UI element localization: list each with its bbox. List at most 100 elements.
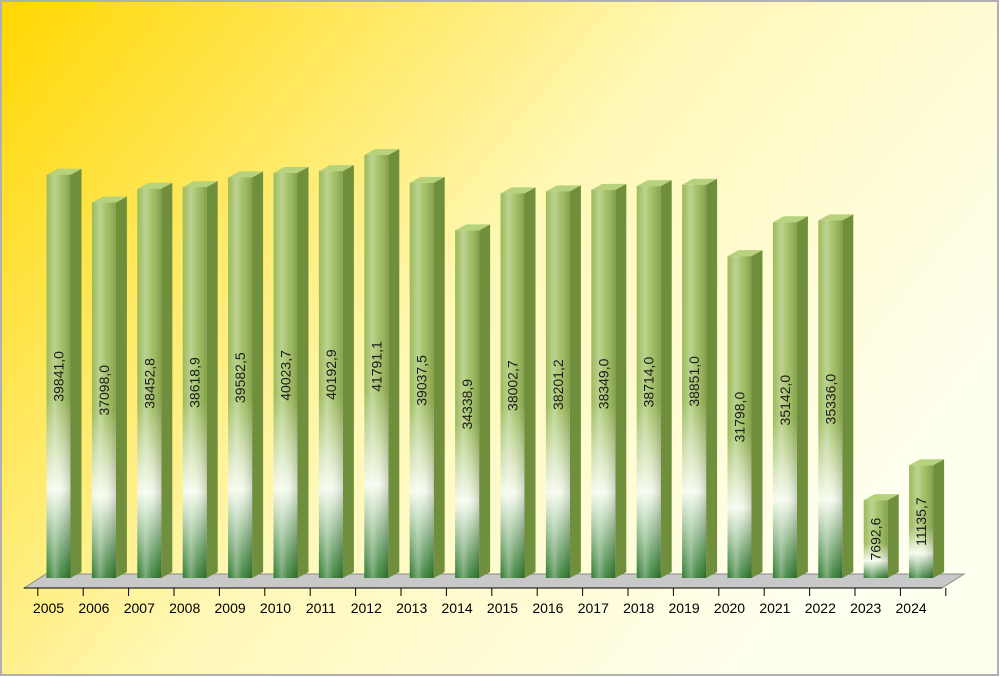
bar-side <box>933 459 945 578</box>
bar-value-label: 41791,1 <box>368 341 384 392</box>
x-tick-label: 2021 <box>759 600 790 616</box>
bar-side <box>842 214 854 579</box>
bar-shine <box>91 202 116 578</box>
bar-shine <box>228 177 253 578</box>
bar-2018: 38714,0 <box>636 180 672 579</box>
bar-value-label: 35142,0 <box>777 375 793 426</box>
bar-top <box>545 185 581 192</box>
x-tick-label: 2018 <box>623 600 654 616</box>
bar-value-label: 38714,0 <box>641 357 657 408</box>
x-tick-label: 2016 <box>532 600 563 616</box>
bar-value-label: 38349,0 <box>595 358 611 409</box>
bar-shine <box>591 189 616 578</box>
bar-shine <box>273 172 298 578</box>
bar-top <box>318 165 354 172</box>
bar-side <box>252 171 264 578</box>
bar-shine <box>364 155 389 578</box>
bar-shine <box>727 256 752 578</box>
bar-side <box>569 185 581 578</box>
bar-side <box>297 166 309 578</box>
bar-side <box>342 165 354 578</box>
bar-shine <box>682 184 707 578</box>
bar-side <box>660 180 672 579</box>
bar-value-label: 38201,2 <box>550 359 566 410</box>
bar-shine <box>46 174 71 578</box>
bar-top <box>409 176 445 183</box>
bar-value-label: 31798,0 <box>732 392 748 443</box>
bar-2017: 38349,0 <box>591 183 627 578</box>
x-tick-label: 2013 <box>396 600 427 616</box>
bar-2005: 39841,0 <box>46 168 82 578</box>
bar-side <box>615 183 627 578</box>
x-tick-label: 2011 <box>306 600 336 616</box>
bar-value-label: 37098,0 <box>96 365 112 416</box>
x-tick-label: 2007 <box>124 600 155 616</box>
x-tick-label: 2014 <box>442 600 473 616</box>
x-tick-label: 2023 <box>850 600 881 616</box>
x-tick-label: 2005 <box>33 600 64 616</box>
bar-value-label: 40192,9 <box>323 349 339 400</box>
bar-value-label: 35336,0 <box>822 374 838 425</box>
bar-shine <box>772 222 797 579</box>
bar-shine <box>455 230 480 578</box>
x-tick-label: 2008 <box>169 600 200 616</box>
bar-top <box>772 216 808 223</box>
bar-top <box>727 250 763 257</box>
bar-2014: 34338,9 <box>455 224 491 578</box>
bar-2023: 7692,6 <box>863 494 899 578</box>
bar-value-label: 7692,6 <box>868 517 884 560</box>
bar-top <box>46 168 82 175</box>
bar-value-label: 38452,8 <box>141 358 157 409</box>
x-tick-label: 2010 <box>260 600 291 616</box>
bar-value-label: 38002,7 <box>505 360 521 411</box>
x-tick-label: 2022 <box>805 600 836 616</box>
bar-2007: 38452,8 <box>137 182 173 579</box>
bar-2020: 31798,0 <box>727 250 763 578</box>
bar-top <box>137 182 173 189</box>
bar-shine <box>863 500 888 578</box>
bar-shine <box>500 193 525 578</box>
bar-side <box>524 187 536 578</box>
bar-2016: 38201,2 <box>545 185 581 578</box>
bar-shine <box>182 187 207 579</box>
bar-value-label: 38618,9 <box>187 357 203 408</box>
x-tick-label: 2017 <box>578 600 609 616</box>
x-tick-label: 2020 <box>714 600 745 616</box>
bar-top <box>818 214 854 221</box>
bar-top <box>500 187 536 194</box>
bar-2021: 35142,0 <box>772 216 808 579</box>
bar-2006: 37098,0 <box>91 196 127 578</box>
bar-side <box>433 176 445 578</box>
bar-top <box>182 181 218 188</box>
bar-side <box>115 196 127 578</box>
x-tick-label: 2012 <box>351 600 382 616</box>
bar-side <box>388 149 400 578</box>
bar-shine <box>636 186 661 579</box>
bar-value-label: 39841,0 <box>51 351 67 402</box>
bar-2022: 35336,0 <box>818 214 854 579</box>
bar-value-label: 40023,7 <box>278 350 294 401</box>
bar-side <box>751 250 763 578</box>
bar-shine <box>409 182 434 578</box>
bar-side <box>206 181 218 579</box>
bar-top <box>273 166 309 173</box>
bar-value-label: 39582,5 <box>232 352 248 403</box>
bar-shine <box>909 465 934 578</box>
bar-2012: 41791,1 <box>364 149 400 578</box>
bar-side <box>161 182 173 578</box>
bar-side <box>796 216 808 579</box>
bar-2019: 38851,0 <box>682 178 718 578</box>
bar-shine <box>818 220 843 579</box>
bar-value-label: 39037,5 <box>414 355 430 406</box>
x-tick-label: 2009 <box>215 600 246 616</box>
bar-top <box>636 180 672 187</box>
bar-2013: 39037,5 <box>409 176 445 578</box>
bar-shine <box>318 171 343 578</box>
bar-side <box>706 178 718 578</box>
bar-side <box>887 494 899 578</box>
bar-top <box>455 224 491 231</box>
bar-2009: 39582,5 <box>228 171 264 578</box>
bar-value-label: 34338,9 <box>459 379 475 430</box>
